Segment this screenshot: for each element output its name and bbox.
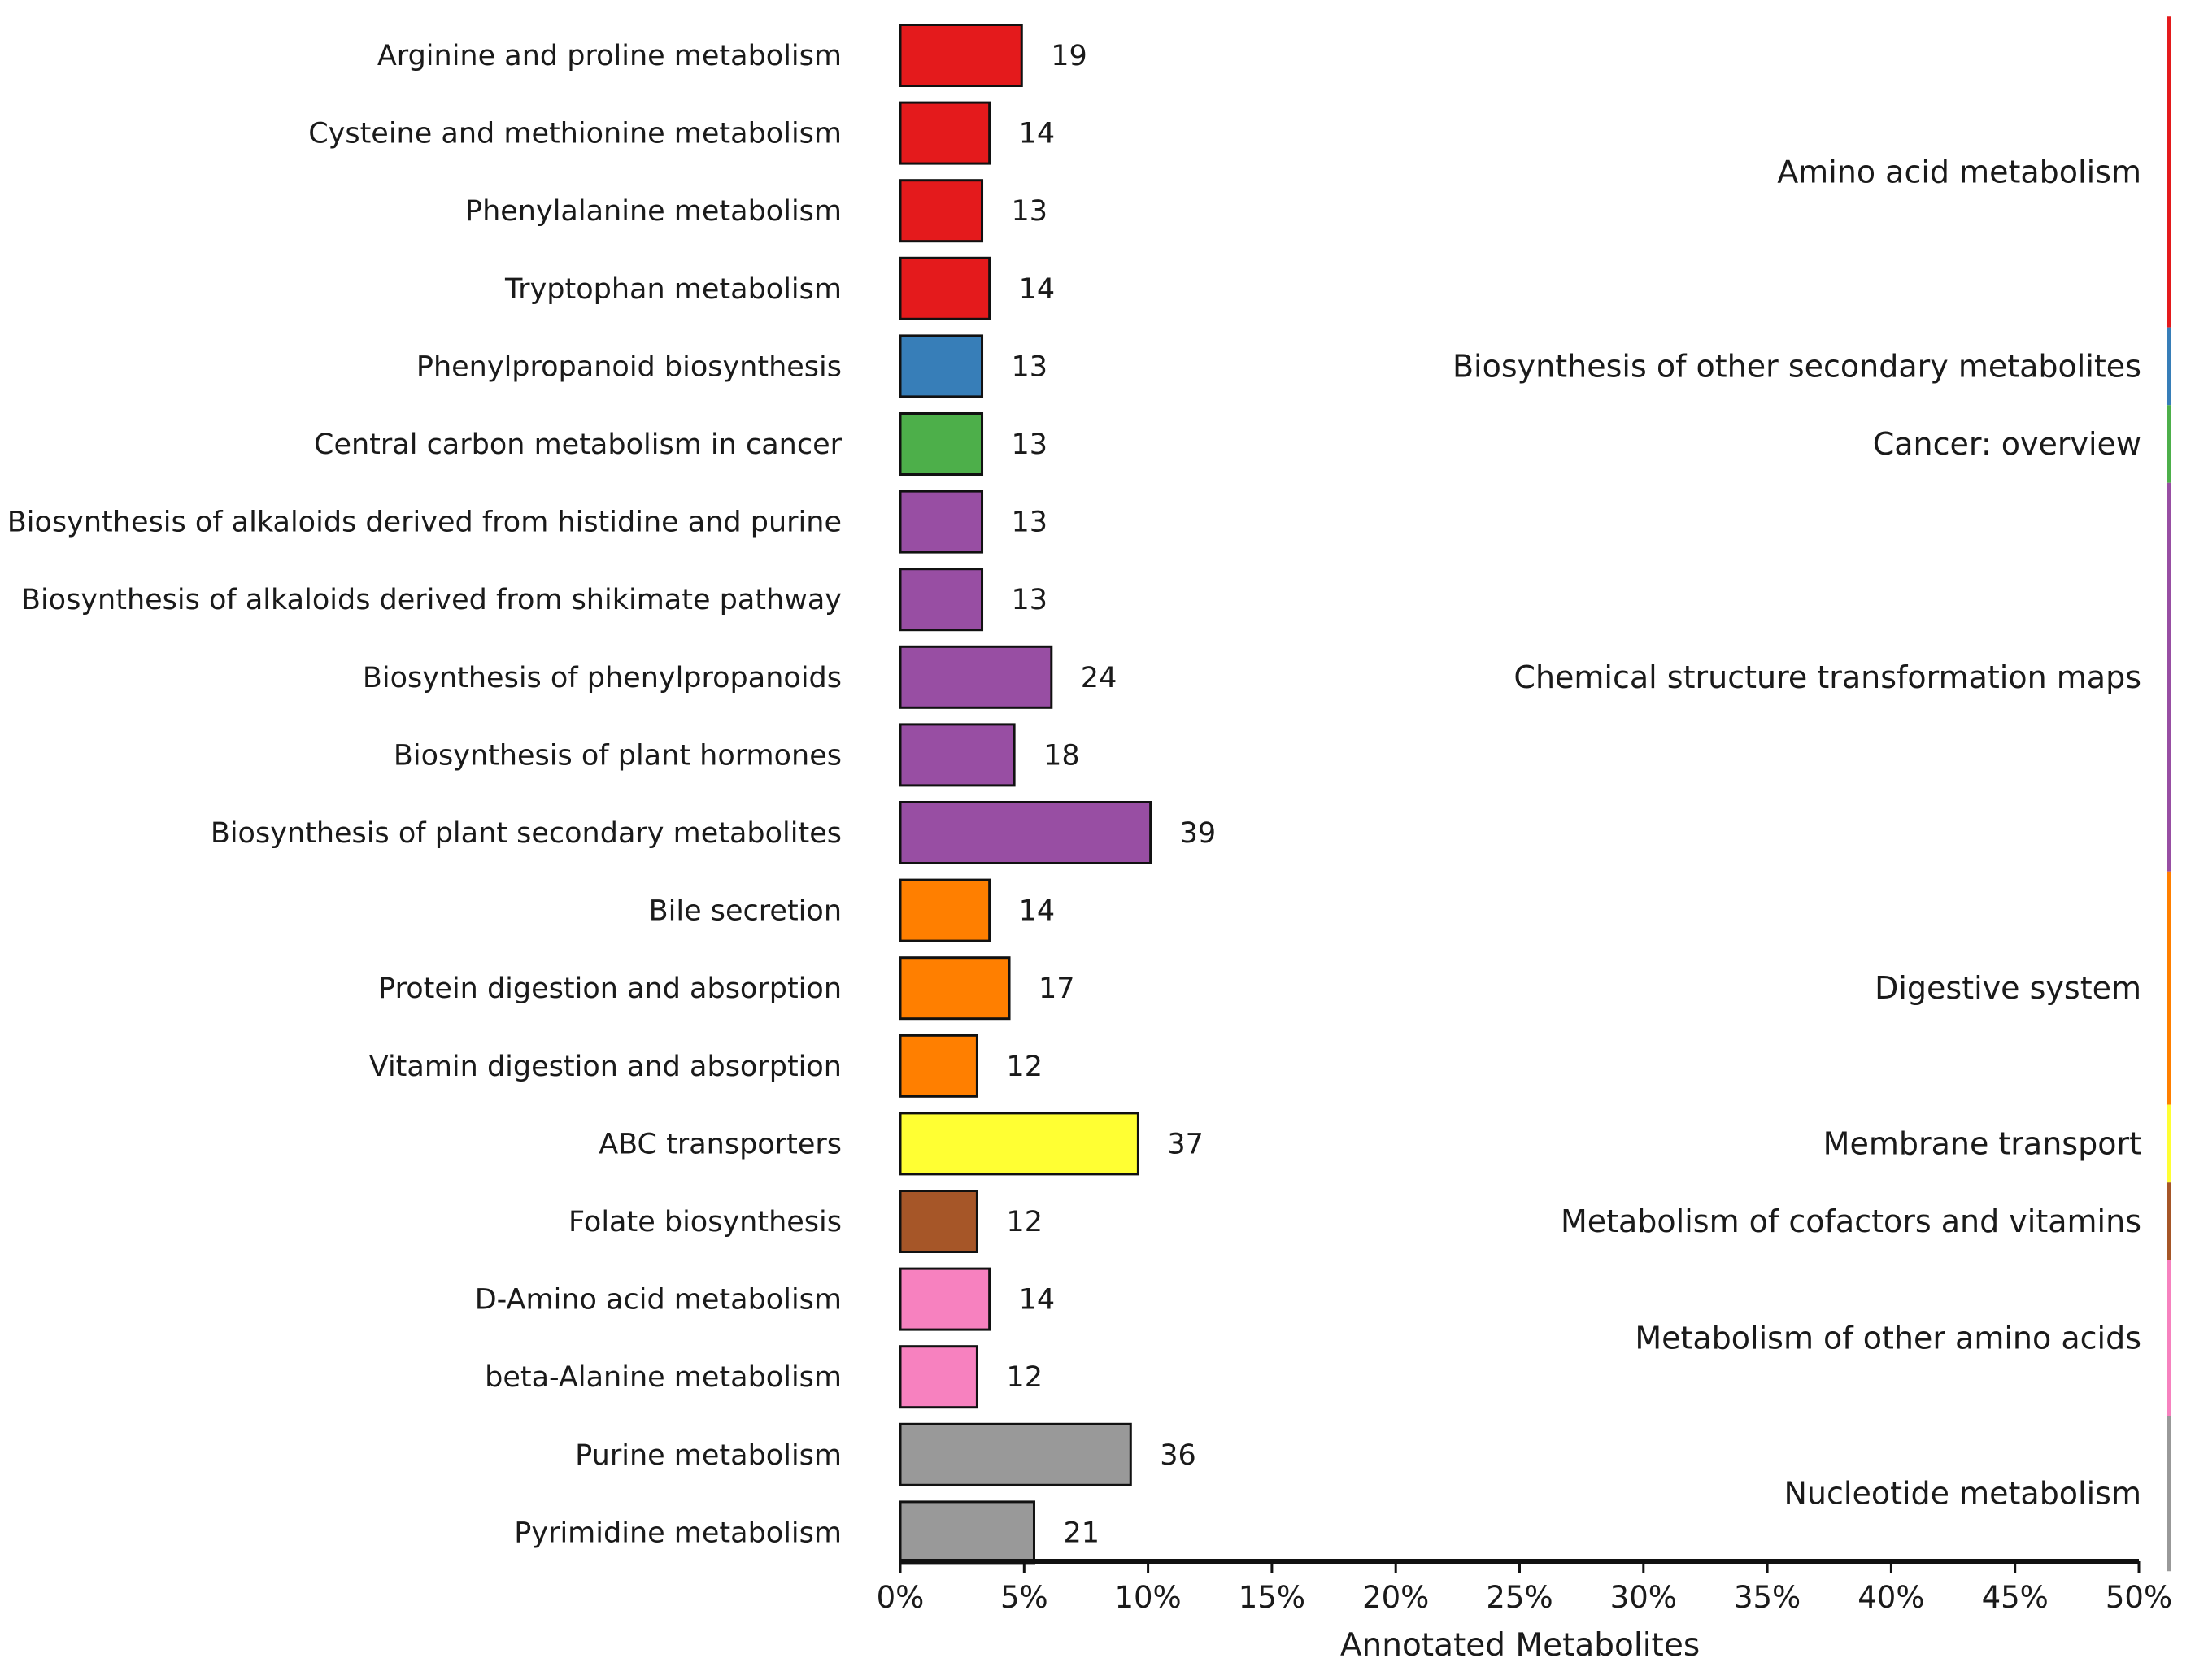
bar-folate-biosynthesis bbox=[899, 1190, 978, 1253]
value-label-central-carbon-metabolism-in-cancer: 13 bbox=[1012, 429, 1048, 461]
pathway-label-vitamin-digestion-and-absorption: Vitamin digestion and absorption bbox=[369, 1051, 842, 1083]
bar-abc-transporters bbox=[899, 1112, 1139, 1176]
pathway-label-biosynthesis-of-phenylpropanoids: Biosynthesis of phenylpropanoids bbox=[363, 662, 842, 694]
value-label-vitamin-digestion-and-absorption: 12 bbox=[1006, 1051, 1043, 1083]
bar-beta-alanine-metabolism bbox=[899, 1345, 978, 1409]
x-tick-label: 45% bbox=[1982, 1580, 2049, 1615]
value-label-beta-alanine-metabolism: 12 bbox=[1006, 1361, 1043, 1394]
pathway-label-cysteine-and-methionine-metabolism: Cysteine and methionine metabolism bbox=[308, 118, 842, 150]
value-label-biosynthesis-of-phenylpropanoids: 24 bbox=[1081, 662, 1117, 694]
value-label-phenylpropanoid-biosynthesis: 13 bbox=[1012, 350, 1048, 383]
value-label-arginine-and-proline-metabolism: 19 bbox=[1051, 40, 1087, 72]
pathway-label-d-amino-acid-metabolism: D-Amino acid metabolism bbox=[475, 1284, 842, 1317]
pathway-label-biosynthesis-of-plant-secondary-metabolites: Biosynthesis of plant secondary metaboli… bbox=[211, 817, 842, 850]
x-tick-label: 5% bbox=[1000, 1580, 1048, 1615]
value-label-phenylalanine-metabolism: 13 bbox=[1012, 195, 1048, 228]
bar-biosynthesis-of-plant-hormones bbox=[899, 723, 1016, 787]
bar-phenylpropanoid-biosynthesis bbox=[899, 334, 984, 398]
pathway-label-tryptophan-metabolism: Tryptophan metabolism bbox=[504, 273, 842, 306]
x-tick-label: 35% bbox=[1734, 1580, 1801, 1615]
x-tick-label: 20% bbox=[1362, 1580, 1429, 1615]
group-label-nucleotide-metabolism: Nucleotide metabolism bbox=[1783, 1476, 2141, 1512]
bar-vitamin-digestion-and-absorption bbox=[899, 1034, 978, 1098]
bars-layer: Arginine and proline metabolism 19 Cystein… bbox=[7, 24, 1217, 1565]
group-label-metabolism-of-other-amino-acids: Metabolism of other amino acids bbox=[1635, 1320, 2141, 1356]
value-label-abc-transporters: 37 bbox=[1167, 1128, 1204, 1160]
bar-protein-digestion-and-absorption bbox=[899, 956, 1011, 1021]
x-tick-label: 40% bbox=[1857, 1580, 1924, 1615]
pathway-label-folate-biosynthesis: Folate biosynthesis bbox=[568, 1206, 842, 1238]
group-layer: Amino acid metabolism Biosynthesis of oth… bbox=[1452, 16, 2171, 1572]
bar-biosynthesis-of-alkaloids-derived-from-histidine-and-purine bbox=[899, 490, 984, 554]
pathway-label-phenylalanine-metabolism: Phenylalanine metabolism bbox=[465, 195, 842, 228]
bar-arginine-and-proline-metabolism bbox=[899, 24, 1023, 87]
group-label-digestive-system: Digestive system bbox=[1875, 970, 2141, 1006]
bar-pyrimidine-metabolism bbox=[899, 1500, 1035, 1565]
pathway-label-purine-metabolism: Purine metabolism bbox=[575, 1439, 842, 1472]
group-label-chemical-structure-transformation-maps: Chemical structure transformation maps bbox=[1513, 659, 2141, 695]
value-label-pyrimidine-metabolism: 21 bbox=[1063, 1517, 1100, 1549]
x-tick-label: 30% bbox=[1610, 1580, 1677, 1615]
pathway-label-arginine-and-proline-metabolism: Arginine and proline metabolism bbox=[377, 40, 842, 72]
group-label-membrane-transport: Membrane transport bbox=[1823, 1125, 2141, 1161]
group-label-biosynthesis-of-other-secondary-metabolites: Biosynthesis of other secondary metaboli… bbox=[1452, 348, 2141, 384]
x-tick-label: 15% bbox=[1239, 1580, 1305, 1615]
value-label-cysteine-and-methionine-metabolism: 14 bbox=[1019, 118, 1056, 150]
value-label-protein-digestion-and-absorption: 17 bbox=[1039, 973, 1075, 1005]
bar-tryptophan-metabolism bbox=[899, 256, 991, 320]
x-axis-title: Annotated Metabolites bbox=[1340, 1627, 1700, 1664]
x-tick-label: 25% bbox=[1486, 1580, 1553, 1615]
value-label-biosynthesis-of-alkaloids-derived-from-histidine-and-purine: 13 bbox=[1012, 507, 1048, 539]
pathway-label-biosynthesis-of-alkaloids-derived-from-histidine-and-purine: Biosynthesis of alkaloids derived from h… bbox=[7, 507, 842, 539]
value-label-biosynthesis-of-plant-secondary-metabolites: 39 bbox=[1180, 817, 1217, 850]
pathway-label-beta-alanine-metabolism: beta-Alanine metabolism bbox=[485, 1361, 842, 1394]
pathway-label-protein-digestion-and-absorption: Protein digestion and absorption bbox=[378, 973, 842, 1005]
pathway-label-abc-transporters: ABC transporters bbox=[599, 1128, 842, 1160]
x-tick-label: 50% bbox=[2106, 1580, 2172, 1615]
pathway-label-central-carbon-metabolism-in-cancer: Central carbon metabolism in cancer bbox=[314, 429, 843, 461]
bar-d-amino-acid-metabolism bbox=[899, 1267, 991, 1331]
pathway-label-bile-secretion: Bile secretion bbox=[649, 895, 842, 928]
pathway-label-biosynthesis-of-alkaloids-derived-from-shikimate-pathway: Biosynthesis of alkaloids derived from s… bbox=[21, 584, 842, 616]
bar-cysteine-and-methionine-metabolism bbox=[899, 101, 991, 165]
bar-central-carbon-metabolism-in-cancer bbox=[899, 412, 984, 476]
bar-biosynthesis-of-alkaloids-derived-from-shikimate-pathway bbox=[899, 568, 984, 632]
group-label-cancer-overview: Cancer: overview bbox=[1873, 426, 2141, 462]
bar-phenylalanine-metabolism bbox=[899, 179, 984, 243]
value-label-d-amino-acid-metabolism: 14 bbox=[1019, 1284, 1056, 1317]
value-label-bile-secretion: 14 bbox=[1019, 895, 1056, 928]
value-label-biosynthesis-of-alkaloids-derived-from-shikimate-pathway: 13 bbox=[1012, 584, 1048, 616]
value-label-purine-metabolism: 36 bbox=[1160, 1439, 1196, 1472]
pathway-label-phenylpropanoid-biosynthesis: Phenylpropanoid biosynthesis bbox=[416, 350, 842, 383]
pathway-label-biosynthesis-of-plant-hormones: Biosynthesis of plant hormones bbox=[394, 739, 842, 772]
x-tick-label: 10% bbox=[1114, 1580, 1181, 1615]
value-label-folate-biosynthesis: 12 bbox=[1006, 1206, 1043, 1238]
group-label-metabolism-of-cofactors-and-vitamins: Metabolism of cofactors and vitamins bbox=[1561, 1203, 2141, 1239]
group-label-amino-acid-metabolism: Amino acid metabolism bbox=[1777, 154, 2141, 189]
bar-biosynthesis-of-plant-secondary-metabolites bbox=[899, 801, 1152, 864]
pathway-label-pyrimidine-metabolism: Pyrimidine metabolism bbox=[514, 1517, 842, 1549]
value-label-tryptophan-metabolism: 14 bbox=[1019, 273, 1056, 306]
bar-bile-secretion bbox=[899, 878, 991, 942]
x-axis: 0% 5% 10% 15% 20% 25% 30% 35% 40% 45% 50% bbox=[877, 1559, 2172, 1615]
bar-biosynthesis-of-phenylpropanoids bbox=[899, 645, 1053, 709]
value-label-biosynthesis-of-plant-hormones: 18 bbox=[1043, 739, 1080, 772]
bar-purine-metabolism bbox=[899, 1422, 1132, 1486]
x-tick-label: 0% bbox=[877, 1580, 925, 1615]
